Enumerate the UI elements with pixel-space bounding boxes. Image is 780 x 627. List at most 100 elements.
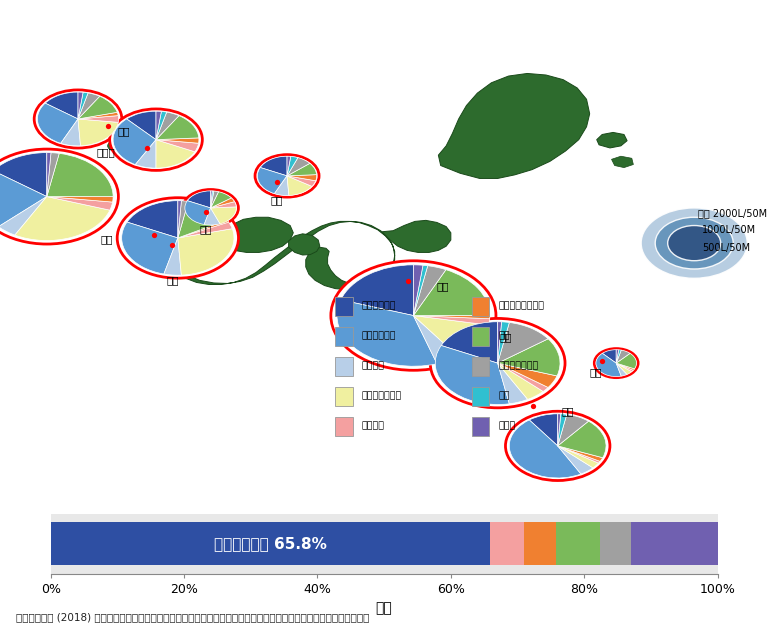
Polygon shape xyxy=(147,163,156,171)
Text: 遊佐: 遊佐 xyxy=(437,282,449,292)
Polygon shape xyxy=(220,217,293,253)
Text: 稚内: 稚内 xyxy=(562,406,574,416)
Wedge shape xyxy=(441,322,498,363)
Wedge shape xyxy=(78,112,119,119)
Wedge shape xyxy=(261,156,287,176)
Wedge shape xyxy=(616,350,630,363)
Bar xyxy=(335,327,353,345)
Wedge shape xyxy=(498,339,560,376)
Circle shape xyxy=(331,261,496,371)
Wedge shape xyxy=(341,265,413,315)
Wedge shape xyxy=(558,414,561,446)
Wedge shape xyxy=(211,198,235,208)
Wedge shape xyxy=(287,176,316,186)
Circle shape xyxy=(668,226,721,261)
Circle shape xyxy=(255,155,319,197)
Wedge shape xyxy=(187,191,211,208)
Wedge shape xyxy=(498,322,502,363)
Wedge shape xyxy=(178,201,182,238)
Wedge shape xyxy=(337,300,437,366)
Wedge shape xyxy=(413,265,423,315)
Wedge shape xyxy=(616,363,633,372)
Wedge shape xyxy=(530,414,558,446)
Wedge shape xyxy=(498,363,557,387)
Circle shape xyxy=(156,251,168,260)
Wedge shape xyxy=(78,93,100,119)
Bar xyxy=(472,387,489,406)
Wedge shape xyxy=(178,220,229,238)
Wedge shape xyxy=(558,414,567,446)
Wedge shape xyxy=(156,112,179,140)
Bar xyxy=(490,522,524,566)
Wedge shape xyxy=(15,197,110,241)
Wedge shape xyxy=(204,208,220,225)
Circle shape xyxy=(117,198,239,278)
Wedge shape xyxy=(156,140,199,152)
Wedge shape xyxy=(498,363,528,404)
Polygon shape xyxy=(153,209,395,290)
Text: 対马: 対马 xyxy=(167,275,179,285)
Polygon shape xyxy=(597,132,627,148)
Bar xyxy=(472,357,489,376)
Wedge shape xyxy=(78,97,117,119)
Wedge shape xyxy=(558,446,598,468)
Text: 出典：環境省 (2018) 中央環境審議会循環型社会部会プラスチック資源循環戦略小委員会（第３回）議事次第・配付資料: 出典：環境省 (2018) 中央環境審議会循環型社会部会プラスチック資源循環戦略… xyxy=(16,612,369,622)
Wedge shape xyxy=(136,140,156,168)
Wedge shape xyxy=(0,152,47,197)
Wedge shape xyxy=(47,197,112,210)
Circle shape xyxy=(641,208,747,278)
Wedge shape xyxy=(78,92,88,119)
Wedge shape xyxy=(287,157,310,176)
Wedge shape xyxy=(178,201,188,238)
Text: ガラス製品・陶器: ガラス製品・陶器 xyxy=(498,302,544,311)
Wedge shape xyxy=(558,446,603,461)
Text: 国東: 国東 xyxy=(200,224,212,234)
Bar xyxy=(472,417,489,436)
Text: 容積 2000L/50M: 容積 2000L/50M xyxy=(698,208,768,218)
Wedge shape xyxy=(122,222,178,274)
Text: 金属製品: 金属製品 xyxy=(362,422,385,431)
Bar xyxy=(556,522,600,566)
Wedge shape xyxy=(275,176,289,196)
Text: 500L/50M: 500L/50M xyxy=(702,243,750,253)
Text: その他の人工物: その他の人工物 xyxy=(498,362,539,371)
Circle shape xyxy=(655,217,733,269)
Wedge shape xyxy=(211,191,214,208)
Wedge shape xyxy=(616,354,636,369)
Wedge shape xyxy=(616,350,619,363)
Wedge shape xyxy=(178,201,227,238)
Wedge shape xyxy=(287,156,291,176)
Bar xyxy=(335,297,353,315)
Circle shape xyxy=(133,229,142,236)
Bar xyxy=(335,357,353,376)
Wedge shape xyxy=(413,265,427,315)
Wedge shape xyxy=(156,138,199,143)
Text: 自然物: 自然物 xyxy=(498,422,516,431)
Wedge shape xyxy=(156,112,167,140)
Wedge shape xyxy=(156,115,199,140)
Wedge shape xyxy=(558,446,593,474)
Wedge shape xyxy=(413,266,446,315)
Wedge shape xyxy=(498,363,548,391)
Wedge shape xyxy=(616,363,627,376)
Text: 五島: 五島 xyxy=(101,234,113,244)
Text: 串本: 串本 xyxy=(271,195,283,205)
Text: プラスチック 65.8%: プラスチック 65.8% xyxy=(214,537,327,551)
Wedge shape xyxy=(211,207,236,224)
Wedge shape xyxy=(47,154,113,197)
Wedge shape xyxy=(211,191,218,208)
Wedge shape xyxy=(47,152,51,197)
Text: 根室: 根室 xyxy=(590,367,602,377)
Wedge shape xyxy=(287,176,312,196)
Polygon shape xyxy=(289,234,320,255)
Wedge shape xyxy=(178,222,232,238)
Wedge shape xyxy=(47,197,113,202)
Text: 1000L/50M: 1000L/50M xyxy=(702,225,756,235)
Wedge shape xyxy=(287,164,317,176)
Bar xyxy=(600,522,631,566)
Wedge shape xyxy=(413,270,490,315)
Bar xyxy=(472,297,489,315)
Bar xyxy=(335,387,353,406)
Circle shape xyxy=(110,109,202,171)
Circle shape xyxy=(108,140,123,151)
